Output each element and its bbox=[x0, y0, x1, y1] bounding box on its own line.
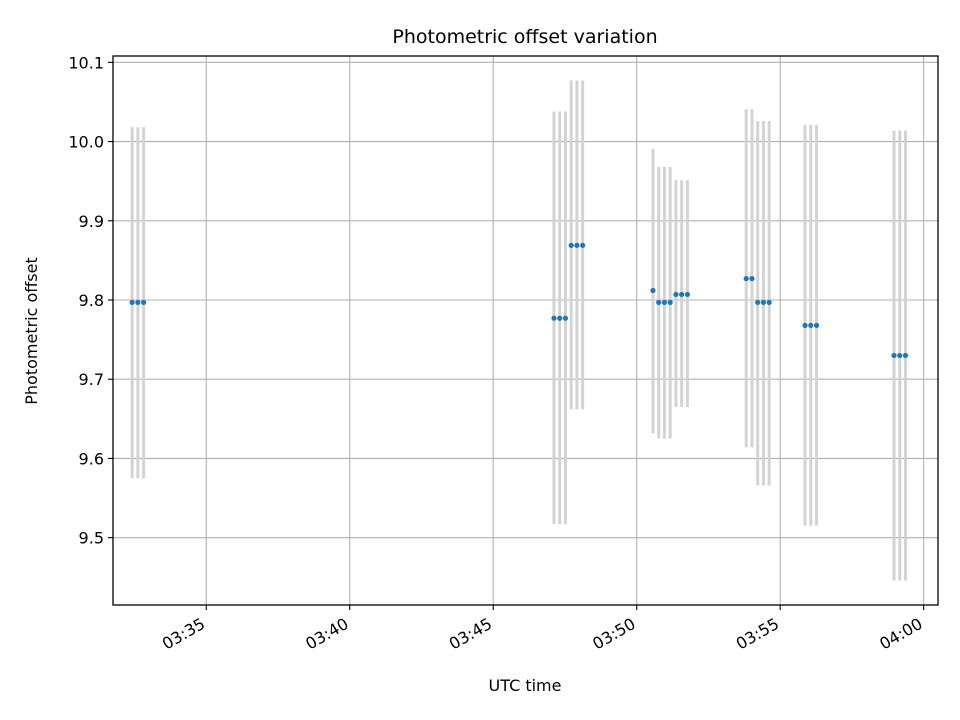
x-axis-ticks: 03:35 03:40 03:45 03:50 03:55 04:00 bbox=[159, 605, 926, 654]
data-point bbox=[749, 276, 755, 282]
data-point bbox=[568, 242, 574, 248]
data-point bbox=[755, 299, 761, 305]
data-point bbox=[760, 299, 767, 305]
data-point bbox=[897, 352, 903, 359]
data-point bbox=[580, 242, 586, 248]
data-point bbox=[679, 291, 685, 298]
y-tick-label: 9.6 bbox=[79, 449, 104, 468]
data-point bbox=[902, 352, 909, 359]
data-point bbox=[562, 315, 569, 321]
data-point bbox=[802, 322, 808, 328]
data-points bbox=[129, 242, 909, 359]
y-axis-title: Photometric offset bbox=[22, 257, 41, 405]
data-point bbox=[667, 299, 673, 305]
y-tick-label: 9.5 bbox=[79, 529, 104, 548]
y-tick-label: 9.8 bbox=[79, 291, 104, 310]
y-axis-ticks: 9.5 9.6 9.7 9.8 9.9 10.0 10.1 bbox=[68, 53, 113, 548]
grid bbox=[113, 56, 938, 605]
data-point bbox=[551, 315, 557, 321]
plot-frame bbox=[112, 55, 939, 606]
data-point bbox=[743, 276, 749, 282]
data-point bbox=[808, 322, 814, 328]
chart-title: Photometric offset variation bbox=[392, 26, 657, 48]
x-axis-title: UTC time bbox=[489, 676, 562, 695]
data-point bbox=[574, 242, 580, 248]
data-point bbox=[766, 299, 772, 305]
data-point bbox=[673, 291, 679, 298]
data-point bbox=[650, 287, 656, 294]
y-tick-label: 9.9 bbox=[79, 212, 104, 231]
data-point bbox=[141, 299, 147, 305]
data-point bbox=[129, 299, 135, 305]
data-point bbox=[684, 291, 690, 298]
data-point bbox=[891, 352, 897, 359]
y-tick-label: 10.0 bbox=[68, 133, 104, 152]
y-tick-label: 10.1 bbox=[68, 53, 104, 72]
data-point bbox=[656, 299, 662, 305]
data-point bbox=[661, 299, 668, 305]
data-point bbox=[135, 299, 141, 305]
y-tick-label: 9.7 bbox=[79, 370, 104, 389]
data-point bbox=[813, 322, 820, 328]
data-point bbox=[557, 315, 563, 321]
